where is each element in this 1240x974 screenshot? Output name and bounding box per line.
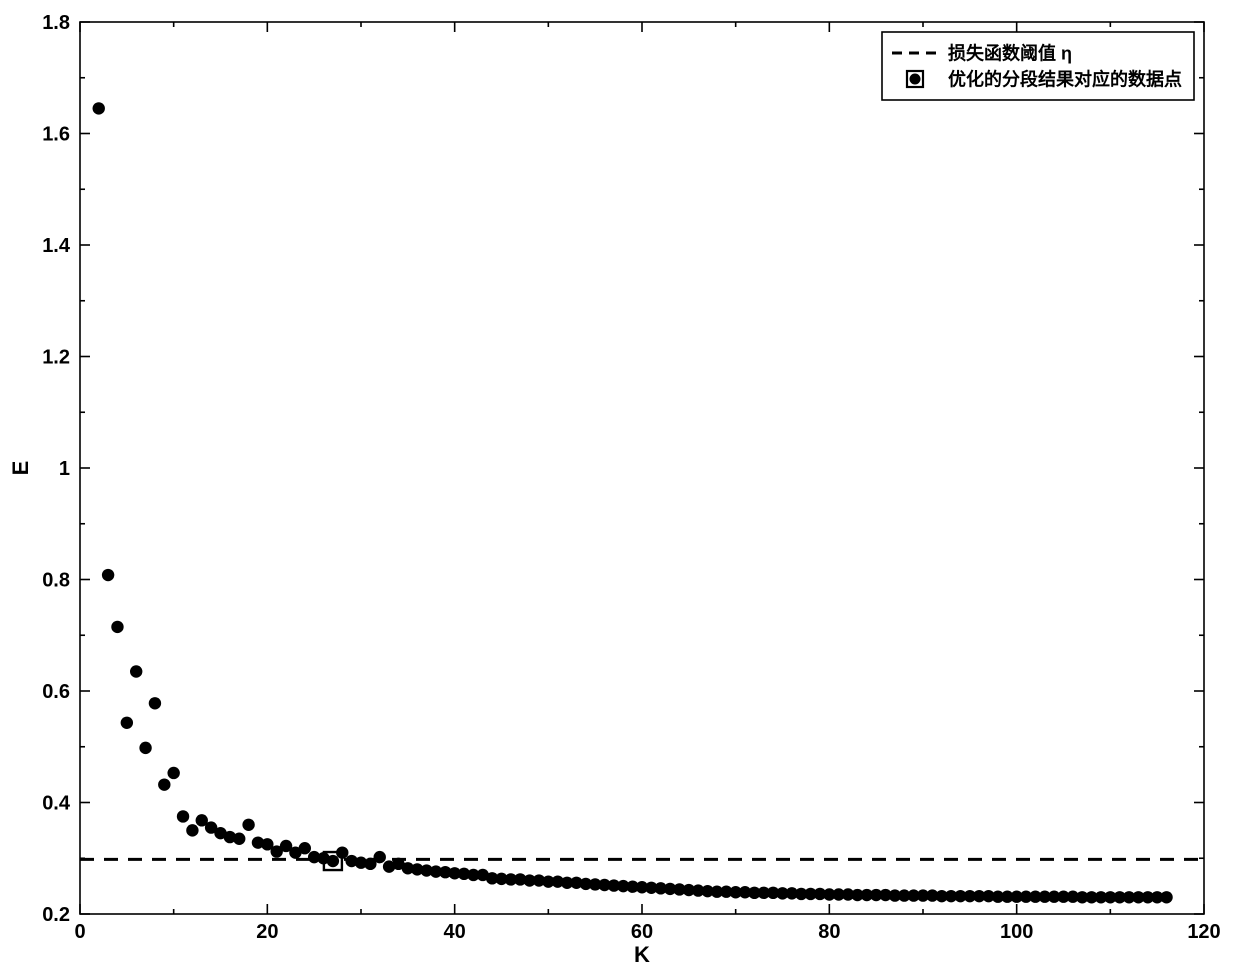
legend-label: 优化的分段结果对应的数据点 — [948, 68, 1182, 89]
data-point — [93, 102, 105, 114]
y-tick-label: 1.8 — [42, 12, 70, 34]
data-point — [139, 742, 151, 754]
x-tick-label: 80 — [818, 921, 840, 943]
data-point — [242, 819, 254, 831]
data-point — [121, 717, 133, 729]
data-point — [130, 665, 142, 677]
y-tick-label: 0.2 — [42, 904, 70, 926]
data-point — [177, 810, 189, 822]
data-point — [167, 767, 179, 779]
y-tick-label: 1 — [59, 458, 70, 480]
scatter-series — [93, 102, 1173, 903]
data-point — [327, 855, 339, 867]
plot-frame — [80, 22, 1204, 914]
y-tick-label: 1.6 — [42, 124, 70, 146]
x-tick-label: 0 — [74, 921, 85, 943]
loss-vs-k-chart: 0 20 40 60 80 100 120 0.2 0.4 0.6 0.8 1 1.2 1.4 1.6 1.8… — [0, 0, 1240, 974]
data-point — [299, 842, 311, 854]
y-tick-label: 1.4 — [42, 235, 71, 257]
x-tick-label: 40 — [444, 921, 466, 943]
y-tick-label: 0.8 — [42, 570, 70, 592]
data-point — [374, 851, 386, 863]
x-tick-label: 120 — [1187, 921, 1220, 943]
legend-dot-icon — [910, 74, 921, 85]
y-tick-label: 0.6 — [42, 681, 70, 703]
y-tick-label: 1.2 — [42, 347, 70, 369]
data-point — [102, 569, 114, 581]
x-tick-label: 20 — [256, 921, 278, 943]
data-point — [149, 697, 161, 709]
x-tick-label: 100 — [1000, 921, 1033, 943]
legend: 损失函数阈值 η 优化的分段结果对应的数据点 — [882, 32, 1194, 100]
data-point — [186, 824, 198, 836]
data-point — [233, 833, 245, 845]
data-point — [1160, 891, 1172, 903]
y-axis-label: E — [8, 461, 33, 476]
x-axis-label: K — [634, 942, 650, 967]
data-point — [158, 778, 170, 790]
legend-label: 损失函数阈值 η — [948, 42, 1072, 63]
data-point — [111, 621, 123, 633]
y-tick-label: 0.4 — [42, 793, 71, 815]
x-tick-label: 60 — [631, 921, 653, 943]
